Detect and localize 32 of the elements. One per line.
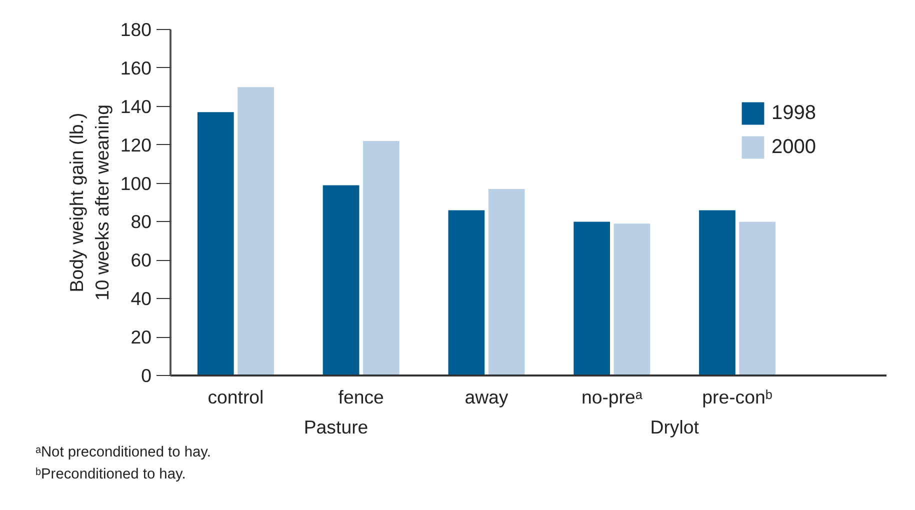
y-tick-label: 40 — [130, 288, 152, 310]
bar — [322, 185, 360, 376]
y-tick-label: 80 — [130, 211, 152, 232]
bar — [614, 224, 650, 376]
bar — [448, 210, 485, 376]
bar — [488, 189, 525, 376]
legend-label: 1998 — [772, 102, 816, 124]
x-tick-label: away — [464, 386, 509, 408]
y-tick-label: 60 — [130, 250, 152, 271]
y-axis-title: Body weight gain (lb.) 10 weeks after weaning — [66, 104, 112, 301]
bar — [238, 87, 274, 376]
y-tick-label: 100 — [120, 172, 152, 194]
bar — [739, 222, 776, 376]
x-tick-label: no-preᵃ — [581, 386, 644, 408]
y-tick-label: 120 — [120, 134, 152, 156]
x-tick-label: pre-conᵇ — [702, 386, 772, 408]
y-tick-label: 140 — [120, 96, 152, 117]
x-tick-label: fence — [338, 386, 384, 408]
y-tick-label: 0 — [141, 365, 152, 386]
text: ᵇPreconditioned to hay. — [36, 466, 186, 482]
y-tick-label: 180 — [120, 19, 152, 40]
text: ᵃNot preconditioned to hay. — [36, 444, 211, 460]
bar — [362, 140, 400, 376]
y-tick-label: 160 — [120, 57, 152, 78]
bar — [699, 210, 736, 376]
bar — [574, 222, 610, 376]
text: Drylot — [650, 416, 700, 438]
y-tick-label: 20 — [130, 326, 152, 348]
legend-label: 2000 — [772, 136, 816, 158]
bar — [197, 112, 234, 376]
x-tick-label: control — [208, 386, 264, 408]
text: Pasture — [304, 416, 368, 438]
